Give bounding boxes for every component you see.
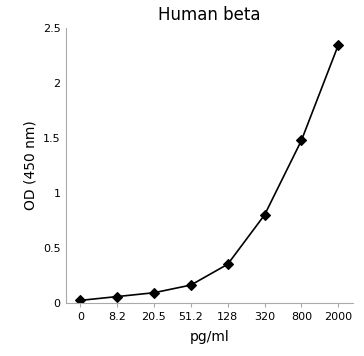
Title: Human beta: Human beta	[158, 6, 261, 24]
X-axis label: pg/ml: pg/ml	[189, 330, 229, 344]
Y-axis label: OD (450 nm): OD (450 nm)	[23, 121, 37, 210]
